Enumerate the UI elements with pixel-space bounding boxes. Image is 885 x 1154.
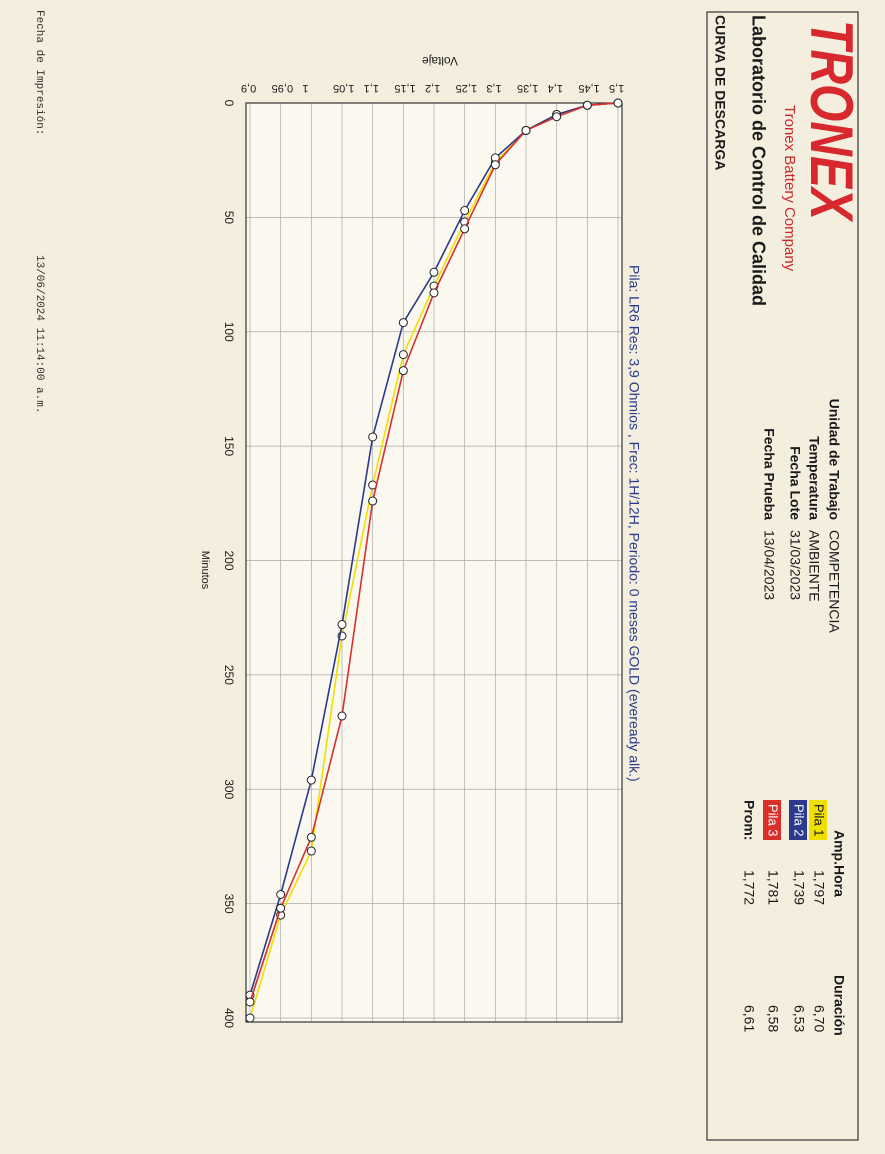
data-point <box>582 100 592 110</box>
y-tick-label: 1,2 <box>425 82 440 94</box>
data-point <box>398 350 408 360</box>
data-point <box>460 206 470 216</box>
summary-header: Duración <box>831 975 847 1036</box>
data-point <box>490 160 500 170</box>
logo: TRONEX <box>798 20 865 223</box>
y-tick-label: 1,35 <box>517 82 538 94</box>
chart-subtitle: Pila: LR6 Res: 3,9 Ohmios , Frec: 1H/12H… <box>626 265 642 782</box>
x-tick-label: 400 <box>222 1008 236 1028</box>
legend-label: Pila 2 <box>792 804 807 837</box>
y-tick-label: 1 <box>302 82 308 94</box>
data-point <box>398 366 408 376</box>
data-point <box>337 620 347 630</box>
legend-swatch <box>763 800 781 840</box>
duracion: 6,70 <box>811 1005 827 1032</box>
legend-swatch <box>809 800 827 840</box>
footer-value: 13/06/2024 11:14:00 a.m. <box>33 255 45 413</box>
y-tick-label: 1,15 <box>394 82 415 94</box>
legend-label: Pila 1 <box>812 804 827 837</box>
duracion: 6,53 <box>791 1005 807 1032</box>
x-axis-label: Minutos <box>199 551 211 590</box>
doc-title: CURVA DE DESCARGA <box>712 15 728 170</box>
y-axis-label: Voltaje <box>422 54 458 68</box>
data-point <box>276 903 286 913</box>
legend-label: Pila 3 <box>766 804 781 837</box>
data-point <box>521 125 531 135</box>
data-point <box>429 288 439 298</box>
data-point <box>460 224 470 234</box>
x-tick-label: 200 <box>222 550 236 570</box>
x-tick-label: 250 <box>222 665 236 685</box>
y-tick-label: 1,1 <box>364 82 379 94</box>
x-tick-label: 150 <box>222 436 236 456</box>
amp-hora: 1,739 <box>791 870 807 905</box>
x-tick-label: 0 <box>222 100 236 107</box>
header-box <box>706 11 859 1141</box>
y-tick-label: 1,45 <box>578 82 599 94</box>
data-point <box>613 98 623 108</box>
y-tick-label: 1,5 <box>609 82 624 94</box>
info-value: 13/04/2023 <box>761 530 777 600</box>
duracion: 6,61 <box>741 1005 757 1032</box>
data-point <box>306 832 316 842</box>
summary-header: Amp.Hora <box>831 830 847 897</box>
data-point <box>306 775 316 785</box>
lab-title: Laboratorio de Control de Calidad <box>748 15 768 306</box>
info-label: Fecha Prueba <box>761 428 777 520</box>
data-point <box>368 496 378 506</box>
y-tick-label: 0,95 <box>272 82 293 94</box>
plot-border <box>245 102 623 1023</box>
x-tick-label: 50 <box>222 211 236 225</box>
summary-label: Prom: <box>741 800 757 840</box>
amp-hora: 1,797 <box>811 870 827 905</box>
info-value: COMPETENCIA <box>826 530 842 633</box>
y-tick-label: 1,05 <box>333 82 354 94</box>
duracion: 6,58 <box>765 1005 781 1032</box>
y-tick-label: 0,9 <box>241 82 256 94</box>
x-tick-label: 350 <box>222 894 236 914</box>
x-tick-label: 300 <box>222 779 236 799</box>
y-tick-label: 1,25 <box>456 82 477 94</box>
y-tick-label: 1,3 <box>486 82 501 94</box>
data-point <box>245 997 255 1007</box>
amp-hora: 1,772 <box>741 870 757 905</box>
data-point <box>398 318 408 328</box>
data-point <box>368 432 378 442</box>
legend-swatch <box>789 800 807 840</box>
info-value: 31/03/2023 <box>787 530 803 600</box>
data-point <box>337 711 347 721</box>
info-label: Unidad de Trabajo <box>826 399 842 520</box>
y-tick-label: 1,4 <box>548 82 563 94</box>
info-label: Fecha Lote <box>787 446 803 520</box>
data-point <box>429 267 439 277</box>
data-point <box>245 1013 255 1023</box>
info-label: Temperatura <box>806 436 822 520</box>
data-point <box>276 889 286 899</box>
footer-label: Fecha de Impresión: <box>33 10 45 135</box>
data-point <box>306 846 316 856</box>
info-value: AMBIENTE <box>806 530 822 602</box>
data-point <box>552 112 562 122</box>
company: Tronex Battery Company <box>781 105 798 272</box>
x-tick-label: 100 <box>222 322 236 342</box>
amp-hora: 1,781 <box>765 870 781 905</box>
